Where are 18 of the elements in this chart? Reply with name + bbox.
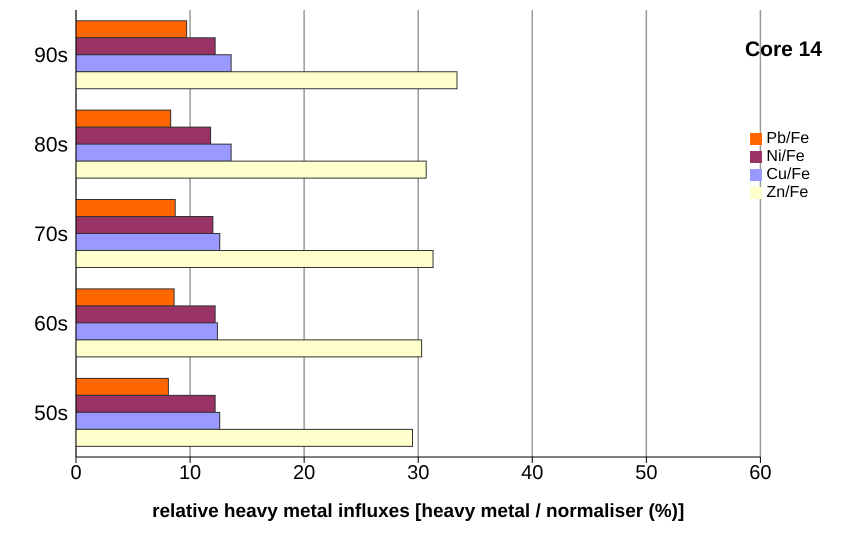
y-tick-label: 80s: [34, 134, 68, 157]
x-tick-label: 0: [70, 462, 82, 484]
x-tick-label: 30: [407, 462, 430, 484]
y-tick-label: 50s: [34, 402, 68, 425]
x-tick-label: 10: [178, 462, 202, 484]
y-tick-label: 60s: [34, 312, 68, 336]
text: Core 14: [744, 38, 822, 62]
x-tick-label: 40: [521, 462, 544, 484]
legend-label: Ni/Fe: [766, 148, 805, 165]
legend-label: Zn/Fe: [766, 184, 808, 201]
y-tick-label: 70s: [34, 222, 68, 246]
legend-label: Cu/Fe: [766, 166, 810, 183]
x-tick-label: 60: [749, 462, 772, 484]
x-tick-label: 20: [293, 462, 316, 484]
legend-label: Pb/Fe: [766, 130, 810, 147]
x-tick-label: 50: [635, 462, 658, 484]
y-tick-label: 90s: [34, 44, 68, 68]
x-axis-title: relative heavy metal influxes [heavy metal / normaliser (%)]: [152, 501, 684, 522]
